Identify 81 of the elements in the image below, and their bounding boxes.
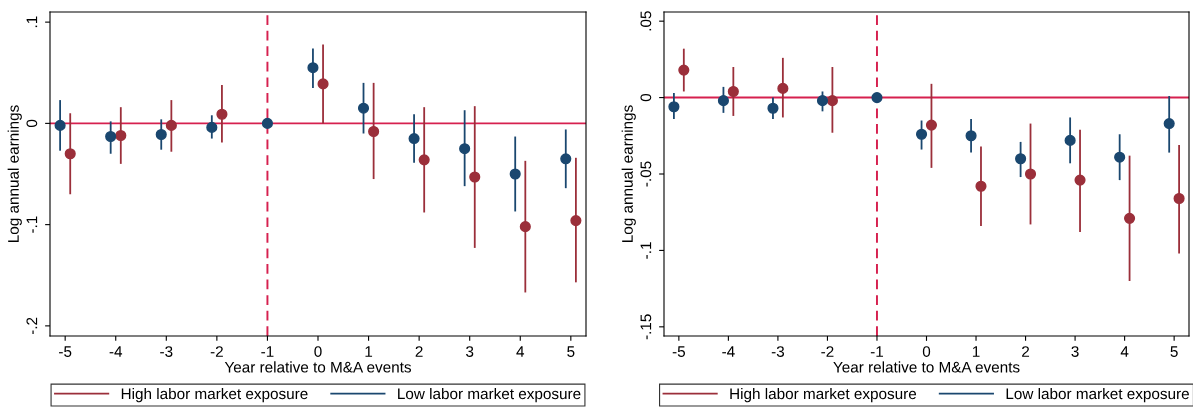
point xyxy=(767,102,779,114)
point xyxy=(975,180,987,192)
x-tick-label: -2 xyxy=(210,346,223,357)
point xyxy=(165,119,177,131)
y-axis-title: Log annual earnings xyxy=(621,105,636,242)
x-tick-label: 5 xyxy=(1170,346,1178,357)
x-tick-label: -3 xyxy=(771,346,785,357)
point xyxy=(915,128,928,140)
x-tick-label: -5 xyxy=(59,346,72,357)
point xyxy=(509,168,521,180)
point xyxy=(1064,134,1076,146)
point xyxy=(368,125,380,138)
y-tick-label: -.15 xyxy=(640,314,652,340)
point xyxy=(1124,212,1136,224)
point xyxy=(570,215,582,227)
point xyxy=(64,148,76,160)
x-tick-label: -4 xyxy=(109,346,123,357)
point xyxy=(105,130,117,143)
point xyxy=(206,121,218,133)
x-tick-label: 4 xyxy=(1120,346,1129,357)
point xyxy=(1114,151,1126,163)
x-tick-label: 0 xyxy=(922,346,931,357)
point xyxy=(965,130,977,142)
y-tick-label: -.05 xyxy=(640,161,652,187)
point xyxy=(925,119,938,131)
point xyxy=(727,85,739,98)
point xyxy=(115,129,127,142)
point xyxy=(261,117,273,129)
point xyxy=(816,95,829,107)
x-tick-label: 4 xyxy=(516,346,525,357)
point xyxy=(54,119,66,131)
point xyxy=(408,133,420,145)
point xyxy=(560,153,572,165)
x-tick-label: -2 xyxy=(821,346,834,357)
point xyxy=(678,64,690,76)
x-tick-label: 3 xyxy=(466,346,474,357)
y-tick-label: 0 xyxy=(26,119,38,128)
point xyxy=(459,143,471,155)
point xyxy=(1015,153,1027,165)
point xyxy=(1163,118,1175,130)
point xyxy=(1173,192,1185,205)
x-tick-label: 2 xyxy=(1022,346,1030,357)
point xyxy=(826,95,838,107)
point xyxy=(1024,168,1037,180)
point xyxy=(155,128,167,141)
x-tick-label: 5 xyxy=(567,346,575,357)
point xyxy=(357,102,370,114)
x-tick-label: -1 xyxy=(261,346,274,357)
x-tick-label: -4 xyxy=(722,346,735,357)
point xyxy=(317,78,329,90)
y-tick-label: -.1 xyxy=(26,216,38,233)
x-tick-label: 1 xyxy=(972,346,980,357)
x-axis-title: Year relative to M&A events xyxy=(224,361,412,373)
y-axis-title: Log annual earnings xyxy=(7,105,22,242)
x-axis-title: Year relative to M&A events xyxy=(833,361,1020,373)
y-tick-label: .05 xyxy=(640,11,652,31)
legend-label: Low labor market exposure xyxy=(1006,387,1189,403)
x-tick-label: -5 xyxy=(672,346,686,357)
legend-label: High labor market exposure xyxy=(121,387,308,403)
point xyxy=(1074,174,1086,186)
point xyxy=(418,154,430,166)
y-tick-label: -.1 xyxy=(640,242,652,259)
legend-label: Low labor market exposure xyxy=(398,387,581,403)
point xyxy=(777,82,789,94)
point xyxy=(717,95,729,107)
x-tick-label: -3 xyxy=(160,346,173,357)
legend-label: High labor market exposure xyxy=(730,387,917,403)
point xyxy=(469,171,481,183)
y-tick-label: 0 xyxy=(640,93,652,102)
x-tick-label: -1 xyxy=(870,346,884,357)
point xyxy=(519,221,531,233)
point xyxy=(871,92,883,104)
x-tick-label: 3 xyxy=(1071,346,1079,357)
point xyxy=(216,108,228,120)
point xyxy=(668,101,680,113)
x-tick-label: 0 xyxy=(314,346,322,357)
x-tick-label: 1 xyxy=(365,346,373,357)
point xyxy=(307,62,319,74)
x-tick-label: 2 xyxy=(415,346,423,357)
y-tick-label: -.2 xyxy=(26,317,38,335)
y-tick-label: .1 xyxy=(26,16,38,28)
